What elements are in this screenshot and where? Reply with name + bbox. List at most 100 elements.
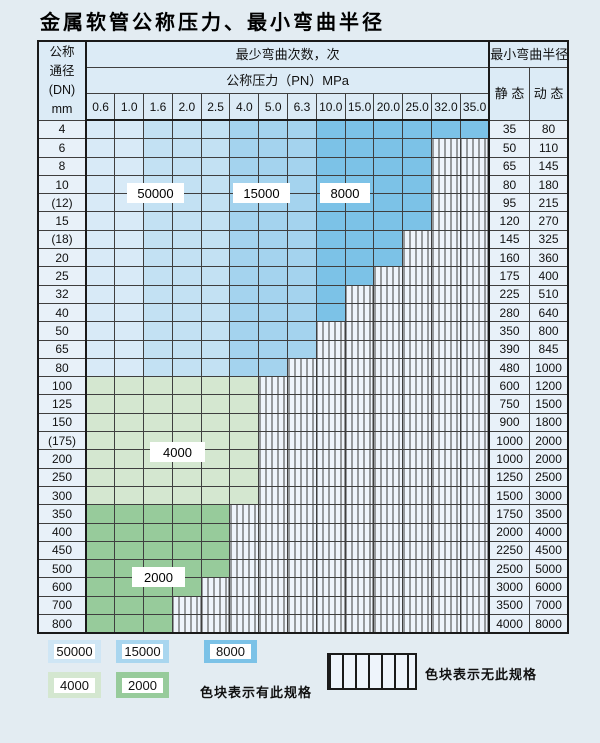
dn-cell: 125 [37, 394, 87, 414]
table-row: 600 3000 6000 [37, 577, 569, 597]
table-row: 300 1500 3000 [37, 485, 569, 506]
table-row: 50 350 800 [37, 321, 569, 341]
spec-cell [171, 339, 202, 359]
no-spec-cell [344, 431, 375, 451]
spec-cell [315, 302, 346, 323]
spec-cell [200, 248, 231, 268]
spec-cell [143, 339, 173, 359]
legend-swatch: 50000 [48, 640, 101, 663]
spec-cell [171, 119, 202, 140]
no-spec-cell [287, 394, 317, 414]
spec-cell [229, 467, 260, 487]
spec-cell [315, 119, 346, 140]
dynamic-cell: 1000 [528, 357, 569, 378]
spec-cell [315, 248, 346, 268]
dn-cell: 10 [37, 174, 87, 195]
no-spec-cell [287, 431, 317, 451]
table-row: 80 480 1000 [37, 357, 569, 378]
spec-cell [200, 284, 231, 304]
spec-cell [258, 138, 289, 158]
no-spec-cell [287, 595, 317, 616]
table-row: 32 225 510 [37, 284, 569, 304]
dn-cell: 250 [37, 467, 87, 487]
no-spec-cell [459, 284, 490, 304]
spec-cell [200, 229, 231, 250]
dn-cell: 500 [37, 559, 87, 579]
no-spec-cell [402, 321, 433, 341]
no-spec-cell [459, 522, 490, 542]
table-row: 15 120 270 [37, 211, 569, 231]
dn-cell: 40 [37, 302, 87, 323]
dn-cell: 65 [37, 339, 87, 359]
table-row: 25 175 400 [37, 266, 569, 286]
no-spec-cell [431, 595, 461, 616]
dynamic-cell: 325 [528, 229, 569, 250]
dynamic-cell: 845 [528, 339, 569, 359]
no-spec-cell [402, 577, 433, 597]
table-row: 200 1000 2000 [37, 449, 569, 469]
no-spec-cell [431, 156, 461, 176]
no-spec-cell [373, 522, 404, 542]
spec-cell [200, 504, 231, 524]
spec-cell [200, 431, 231, 451]
no-spec-cell [344, 302, 375, 323]
spec-cell [114, 248, 145, 268]
cycle-count-label: 8000 [320, 183, 370, 203]
legend-has-spec-text: 色块表示有此规格 [200, 685, 313, 700]
spec-cell [143, 540, 173, 561]
no-spec-cell [258, 595, 289, 616]
spec-cell [315, 156, 346, 176]
dynamic-cell: 80 [528, 119, 569, 140]
spec-cell [114, 540, 145, 561]
spec-cell [315, 284, 346, 304]
no-spec-cell [287, 485, 317, 506]
spec-cell [200, 376, 231, 396]
spec-cell [287, 156, 317, 176]
static-cell: 480 [488, 357, 530, 378]
static-cell: 1250 [488, 467, 530, 487]
static-cell: 2250 [488, 540, 530, 561]
spec-cell [85, 229, 116, 250]
legend-swatch-label: 8000 [210, 644, 251, 659]
spec-cell [85, 559, 116, 579]
spec-cell [114, 211, 145, 231]
spec-cell [258, 357, 289, 378]
static-cell: 750 [488, 394, 530, 414]
spec-cell [143, 412, 173, 433]
no-spec-cell [287, 614, 317, 634]
legend-swatch-label: 2000 [122, 677, 163, 693]
no-spec-cell [402, 302, 433, 323]
dynamic-cell: 7000 [528, 595, 569, 616]
spec-cell [114, 614, 145, 634]
no-spec-cell [402, 467, 433, 487]
dynamic-cell: 510 [528, 284, 569, 304]
spec-cell [143, 211, 173, 231]
no-spec-cell [402, 485, 433, 506]
no-spec-cell [459, 302, 490, 323]
legend-swatch-label: 15000 [122, 644, 163, 659]
table-row: 20 160 360 [37, 248, 569, 268]
no-spec-cell [459, 614, 490, 634]
legend: 50000 15000 8000 4000 2000 色块表示有此规格 色块表示无此规格 [37, 638, 577, 710]
spec-cell [85, 522, 116, 542]
spec-cell [200, 302, 231, 323]
dn-cell: 4 [37, 119, 87, 140]
spec-cell [459, 119, 490, 140]
no-spec-cell [373, 559, 404, 579]
no-spec-cell [171, 595, 202, 616]
no-spec-cell [373, 284, 404, 304]
no-spec-cell [315, 577, 346, 597]
spec-cell [200, 412, 231, 433]
spec-cell [200, 211, 231, 231]
spec-cell [85, 266, 116, 286]
spec-cell [402, 211, 433, 231]
no-spec-cell [315, 540, 346, 561]
spec-cell [258, 156, 289, 176]
spec-cell [229, 119, 260, 140]
spec-cell [287, 266, 317, 286]
spec-cell [143, 467, 173, 487]
spec-cell [171, 229, 202, 250]
no-spec-cell [431, 138, 461, 158]
dn-cell: 400 [37, 522, 87, 542]
static-cell: 35 [488, 119, 530, 140]
